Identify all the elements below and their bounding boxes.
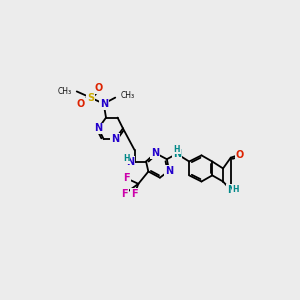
Text: F: F xyxy=(131,189,138,199)
Text: N: N xyxy=(173,149,181,159)
Text: F: F xyxy=(121,189,128,199)
Text: N: N xyxy=(100,99,108,109)
Text: O: O xyxy=(76,99,85,109)
Text: N: N xyxy=(165,166,173,176)
Text: S: S xyxy=(87,93,94,103)
Text: H: H xyxy=(232,185,239,194)
Text: N: N xyxy=(127,157,135,166)
Text: H: H xyxy=(123,154,129,163)
Text: O: O xyxy=(236,150,244,160)
Text: CH₃: CH₃ xyxy=(121,91,135,100)
Text: H: H xyxy=(174,145,180,154)
Text: CH₃: CH₃ xyxy=(58,87,72,96)
Text: N: N xyxy=(111,134,119,144)
Text: F: F xyxy=(124,173,130,184)
Text: N: N xyxy=(227,185,235,195)
Text: N: N xyxy=(94,123,102,134)
Text: O: O xyxy=(94,83,102,93)
Text: N: N xyxy=(151,148,159,158)
